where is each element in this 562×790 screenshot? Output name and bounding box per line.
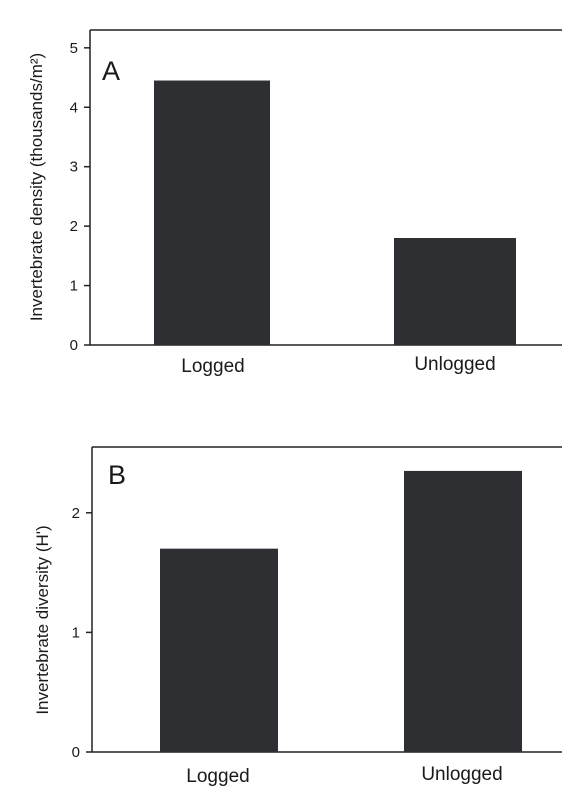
panel-b-y-tick-label: 2: [72, 505, 80, 522]
panel-b-y-tick-label: 1: [72, 624, 80, 641]
panel-a-y-tick-label: 4: [70, 99, 78, 116]
panel-a-bar-unlogged: [394, 238, 516, 345]
panel-b-y-axis-label: Invertebrate diversity (H'): [33, 525, 52, 714]
panel-b-bar-unlogged: [404, 470, 522, 752]
panel-b-bar-logged: [160, 548, 278, 752]
panel-a-y-ticks: 0 1 2 3 4 5: [70, 40, 90, 354]
panel-a-bars: [154, 80, 516, 346]
panel-a-y-tick-label: 5: [70, 40, 78, 57]
panel-a-y-tick-label: 0: [70, 337, 78, 354]
panel-a-y-tick-label: 3: [70, 159, 78, 176]
panel-a-category-unlogged: Unlogged: [414, 354, 495, 375]
panel-a-y-tick-label: 2: [70, 218, 78, 235]
panel-b: B Invertebrate diversity (H') 0 1 2 Logged…: [33, 446, 562, 787]
panel-b-bars: [160, 470, 522, 752]
panel-a-label: A: [102, 56, 120, 86]
panel-b-label: B: [108, 460, 126, 490]
panel-a: A Invertebrate density (thousands/m²) 0 1…: [27, 29, 562, 377]
panel-b-category-unlogged: Unlogged: [421, 764, 502, 785]
panel-b-y-ticks: 0 1 2: [72, 505, 92, 761]
panel-a-y-tick-label: 1: [70, 278, 78, 295]
panel-a-bar-logged: [154, 80, 270, 346]
panel-a-y-axis-label: Invertebrate density (thousands/m²): [27, 53, 46, 321]
panel-a-category-logged: Logged: [181, 356, 244, 377]
panel-b-category-logged: Logged: [186, 766, 249, 787]
panel-b-y-tick-label: 0: [72, 744, 80, 761]
